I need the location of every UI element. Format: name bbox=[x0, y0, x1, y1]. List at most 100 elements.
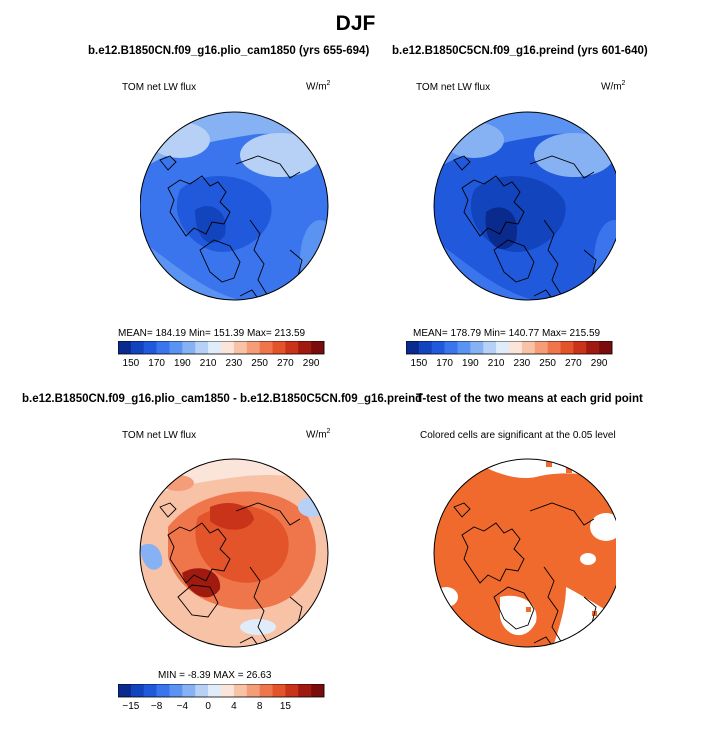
colorbar-tick-label: −15 bbox=[122, 701, 139, 712]
colorbar-cell bbox=[169, 341, 183, 354]
top-right-case-title: b.e12.B1850C5CN.f09_g16.preind (yrs 601-… bbox=[392, 45, 648, 57]
top-right-colorbar-labels: 150 170 190 210 230 250 270 290 bbox=[411, 358, 608, 369]
top-right-variable: TOM net LW flux bbox=[416, 82, 491, 93]
colorbar-cell bbox=[130, 684, 145, 697]
colorbar-tick-label: 4 bbox=[231, 701, 237, 712]
bottom-left-case-title: b.e12.B1850CN.f09_g16.plio_cam1850 - b.e… bbox=[22, 393, 423, 405]
colorbar-border bbox=[118, 684, 325, 698]
colorbar-cell bbox=[156, 341, 170, 354]
colorbar-border bbox=[118, 341, 325, 355]
colorbar-cell bbox=[221, 684, 235, 697]
top-right-units: W/m2 bbox=[601, 80, 626, 93]
colorbar-tick-label: 15 bbox=[280, 701, 292, 712]
colorbar-cell bbox=[156, 684, 170, 697]
colorbar-cell bbox=[143, 341, 157, 354]
bottom-right-case-title: T-test of the two means at each grid poi… bbox=[416, 393, 643, 405]
colorbar-tick-label: 250 bbox=[251, 358, 268, 369]
colorbar-cell bbox=[195, 341, 209, 354]
colorbar-cell bbox=[298, 684, 312, 697]
colorbar-tick-label: 230 bbox=[226, 358, 243, 369]
bottom-right-subtitle: Colored cells are significant at the 0.0… bbox=[420, 430, 616, 441]
colorbar-tick-label: 8 bbox=[257, 701, 263, 712]
colorbar-tick-label: −4 bbox=[177, 701, 189, 712]
top-left-stats: MEAN= 184.19 Min= 151.39 Max= 213.59 bbox=[118, 328, 306, 339]
bottom-left-colorbar-cells bbox=[118, 684, 325, 698]
colorbar-cell bbox=[195, 684, 209, 697]
colorbar-tick-label: 270 bbox=[565, 358, 582, 369]
colorbar-cell bbox=[208, 341, 222, 354]
colorbar-cell bbox=[406, 341, 420, 354]
colorbar-tick-label: 210 bbox=[488, 358, 505, 369]
colorbar-tick-label: 170 bbox=[148, 358, 165, 369]
top-right-colorbar-cells bbox=[406, 341, 613, 355]
top-right-colorbar: 150 170 190 210 230 250 270 290 bbox=[406, 341, 613, 369]
colorbar-tick-label: 190 bbox=[174, 358, 191, 369]
bottom-right-polar-map bbox=[433, 458, 616, 648]
colorbar-cell bbox=[573, 341, 587, 354]
colorbar-cell bbox=[118, 341, 132, 354]
top-left-polar-map bbox=[140, 111, 329, 301]
bottom-left-colorbar: −15 −8 −4 0 4 8 15 bbox=[118, 684, 325, 712]
colorbar-cell bbox=[143, 684, 157, 697]
season-title: DJF bbox=[335, 12, 376, 35]
colorbar-cell bbox=[521, 341, 536, 354]
colorbar-cell bbox=[599, 341, 613, 354]
colorbar-cell bbox=[272, 684, 286, 697]
colorbar-cell bbox=[285, 341, 299, 354]
colorbar-cell bbox=[208, 684, 222, 697]
colorbar-cell bbox=[483, 341, 497, 354]
colorbar-tick-label: 290 bbox=[303, 358, 320, 369]
colorbar-cell bbox=[259, 341, 273, 354]
top-left-colorbar-labels: 150 170 190 210 230 250 270 290 bbox=[123, 358, 320, 369]
colorbar-cell bbox=[470, 341, 484, 354]
colorbar-cell bbox=[509, 341, 523, 354]
colorbar-cell bbox=[418, 341, 433, 354]
top-right-stats: MEAN= 178.79 Min= 140.77 Max= 215.59 bbox=[413, 328, 601, 339]
colorbar-cell bbox=[182, 684, 196, 697]
top-right-polar-map bbox=[433, 111, 616, 301]
colorbar-tick-label: 250 bbox=[539, 358, 556, 369]
bottom-left-stats: MIN = -8.39 MAX = 26.63 bbox=[158, 670, 272, 681]
colorbar-cell bbox=[118, 684, 132, 697]
top-left-units: W/m2 bbox=[306, 80, 331, 93]
colorbar-cell bbox=[272, 341, 286, 354]
top-left-case-title: b.e12.B1850CN.f09_g16.plio_cam1850 (yrs … bbox=[88, 45, 370, 57]
colorbar-cell bbox=[311, 684, 325, 697]
top-left-colorbar: 150 170 190 210 230 250 270 290 bbox=[118, 341, 325, 369]
colorbar-cell bbox=[457, 341, 471, 354]
colorbar-tick-label: 290 bbox=[591, 358, 608, 369]
colorbar-cell bbox=[246, 684, 260, 697]
colorbar-cell bbox=[431, 341, 445, 354]
colorbar-cell bbox=[169, 684, 183, 697]
colorbar-tick-label: 150 bbox=[411, 358, 428, 369]
colorbar-cell bbox=[130, 341, 145, 354]
colorbar-cell bbox=[547, 341, 561, 354]
colorbar-tick-label: 170 bbox=[436, 358, 453, 369]
top-left-variable: TOM net LW flux bbox=[122, 82, 197, 93]
colorbar-tick-label: −8 bbox=[151, 701, 163, 712]
colorbar-cell bbox=[298, 341, 312, 354]
colorbar-cell bbox=[560, 341, 574, 354]
bottom-left-variable: TOM net LW flux bbox=[122, 430, 197, 441]
colorbar-cell bbox=[496, 341, 510, 354]
colorbar-cell bbox=[586, 341, 600, 354]
colorbar-border bbox=[406, 341, 613, 355]
bottom-left-units: W/m2 bbox=[306, 428, 331, 441]
colorbar-cell bbox=[246, 341, 260, 354]
colorbar-cell bbox=[233, 341, 248, 354]
colorbar-tick-label: 210 bbox=[200, 358, 217, 369]
colorbar-tick-label: 150 bbox=[123, 358, 140, 369]
colorbar-cell bbox=[259, 684, 273, 697]
bottom-left-colorbar-labels: −15 −8 −4 0 4 8 15 bbox=[122, 701, 291, 712]
bottom-left-polar-map bbox=[139, 458, 329, 648]
colorbar-cell bbox=[182, 341, 196, 354]
colorbar-tick-label: 230 bbox=[514, 358, 531, 369]
colorbar-cell bbox=[221, 341, 235, 354]
top-left-colorbar-cells bbox=[118, 341, 325, 355]
colorbar-cell bbox=[233, 684, 248, 697]
colorbar-cell bbox=[534, 341, 548, 354]
colorbar-cell bbox=[444, 341, 458, 354]
colorbar-tick-label: 0 bbox=[205, 701, 211, 712]
colorbar-cell bbox=[285, 684, 299, 697]
colorbar-tick-label: 190 bbox=[462, 358, 479, 369]
